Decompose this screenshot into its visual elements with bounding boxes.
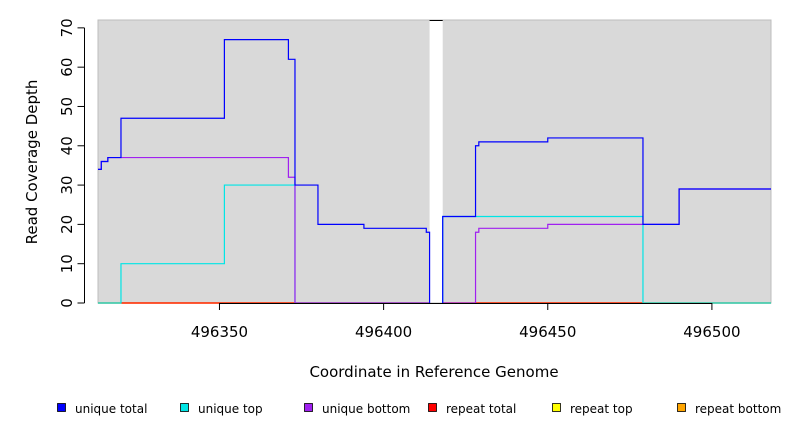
y-tick-label: 50: [58, 97, 76, 116]
legend-label-unique-top: unique top: [198, 402, 263, 416]
legend-item-repeat-top: repeat top: [552, 402, 633, 416]
legend-swatch-repeat-bottom: [677, 403, 686, 412]
legend-swatch-repeat-total: [428, 403, 437, 412]
legend-item-unique-bottom: unique bottom: [304, 402, 410, 416]
series-unique-total-segment-1: [98, 39, 431, 303]
legend-label-repeat-top: repeat top: [570, 402, 633, 416]
plot-panel-right: [442, 20, 771, 303]
legend-label-unique-bottom: unique bottom: [322, 402, 410, 416]
y-tick-label: 30: [58, 176, 76, 195]
legend-swatch-unique-total: [57, 403, 66, 412]
legend-item-repeat-bottom: repeat bottom: [677, 402, 781, 416]
legend-label-unique-total: unique total: [75, 402, 147, 416]
y-axis-title: Read Coverage Depth: [23, 80, 41, 245]
legend-swatch-unique-bottom: [304, 403, 313, 412]
y-tick-label: 70: [58, 18, 76, 37]
axes-layer: 496350 496400 496450 496500 0 10 20 30 40 50 60 70: [58, 18, 741, 341]
y-tick-label: 40: [58, 136, 76, 155]
legend-item-unique-top: unique top: [180, 402, 263, 416]
legend-label-repeat-total: repeat total: [446, 402, 516, 416]
legend-swatch-repeat-top: [552, 403, 561, 412]
y-tick-label: 10: [58, 254, 76, 273]
legend-swatch-unique-top: [180, 403, 189, 412]
plot-panel-left: [98, 20, 430, 303]
legend-label-repeat-bottom: repeat bottom: [695, 402, 781, 416]
x-tick-label: 496400: [355, 323, 412, 341]
legend-item-repeat-total: repeat total: [428, 402, 516, 416]
y-tick-label: 0: [58, 298, 76, 308]
legend: unique total unique top unique bottom repea…: [57, 402, 781, 416]
x-tick-label: 496350: [191, 323, 248, 341]
x-axis-title: Coordinate in Reference Genome: [309, 363, 558, 381]
x-tick-label: 496450: [519, 323, 576, 341]
y-tick-label: 20: [58, 215, 76, 234]
series-unique-total-segment-2: [442, 137, 771, 303]
y-tick-label: 60: [58, 58, 76, 77]
plot-background: [97, 19, 772, 304]
legend-item-unique-total: unique total: [57, 402, 147, 416]
x-tick-label: 496500: [683, 323, 740, 341]
